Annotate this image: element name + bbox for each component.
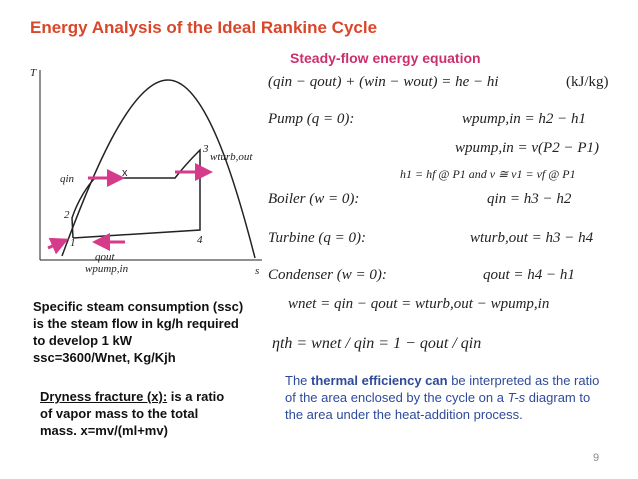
equation: ηth = wnet / qin = 1 − qout / qin [272,335,482,352]
point-label: 1 [70,237,76,249]
x-mark: x [122,167,128,179]
text-italic: T-s [507,390,526,405]
text-line: Specific steam consumption (ssc) [33,299,244,314]
w-pump-label: wpump,in [85,263,129,275]
equation: (qin − qout) + (win − wout) = he − hi [268,74,499,90]
text-line: is a ratio [167,389,225,404]
text-line: ssc=3600/Wnet, Kg/Kjh [33,350,176,365]
equation: qout = h4 − h1 [483,267,575,283]
w-pump-arrow [47,237,69,255]
subtitle: Steady-flow energy equation [290,50,481,66]
page-number: 9 [593,452,600,464]
text: the area under the heat-addition process… [285,407,523,422]
equation: h1 = hf @ P1 and v ≅ v1 = vf @ P1 [400,167,576,181]
equation: wturb,out = h3 − h4 [470,230,594,246]
t-axis-label: T [30,67,37,79]
term: Dryness fracture (x): [40,389,168,404]
efficiency-note: The thermal efficiency can be interprete… [285,372,599,423]
ssc-text: Specific steam consumption (ssc) is the … [33,298,243,366]
saturation-dome [61,79,256,259]
ts-diagram: T s qin qout wturb,out wpump,in 1 2 3 4 … [30,67,262,277]
equation-label: Boiler (w = 0): [268,191,360,207]
text-line: to develop 1 kW [33,333,132,348]
dryness-text: Dryness fracture (x): is a ratio of vapo… [40,388,224,439]
cycle [71,148,201,239]
text-bold: thermal efficiency can [311,373,448,388]
equation-label: Pump (q = 0): [268,111,355,127]
equation: qin = h3 − h2 [487,191,572,207]
units: (kJ/kg) [566,74,609,90]
text-line: is the steam flow in kg/h required [33,316,239,331]
equation-label: Condenser (w = 0): [268,267,387,283]
w-turb-label: wturb,out [210,151,253,163]
point-label: 2 [64,209,70,221]
text-line: mass. x=mv/(ml+mv) [40,423,168,438]
q-out-label: qout [95,251,116,263]
equation: wpump,in = h2 − h1 [462,111,586,127]
text: diagram to [525,390,591,405]
equation-label: Turbine (q = 0): [268,230,367,246]
text: The [285,373,312,388]
equation: wpump,in = v(P2 − P1) [455,140,599,156]
text: be interpreted as the ratio [447,373,600,388]
q-in-label: qin [60,173,75,185]
point-label: 4 [197,234,203,246]
slide-title: Energy Analysis of the Ideal Rankine Cyc… [30,18,378,37]
equation: wnet = qin − qout = wturb,out − wpump,in [288,296,550,312]
s-axis-label: s [255,265,259,277]
text: of the area enclosed by the cycle on a [285,390,508,405]
point-label: 3 [202,143,209,155]
text-line: of vapor mass to the total [40,406,199,421]
